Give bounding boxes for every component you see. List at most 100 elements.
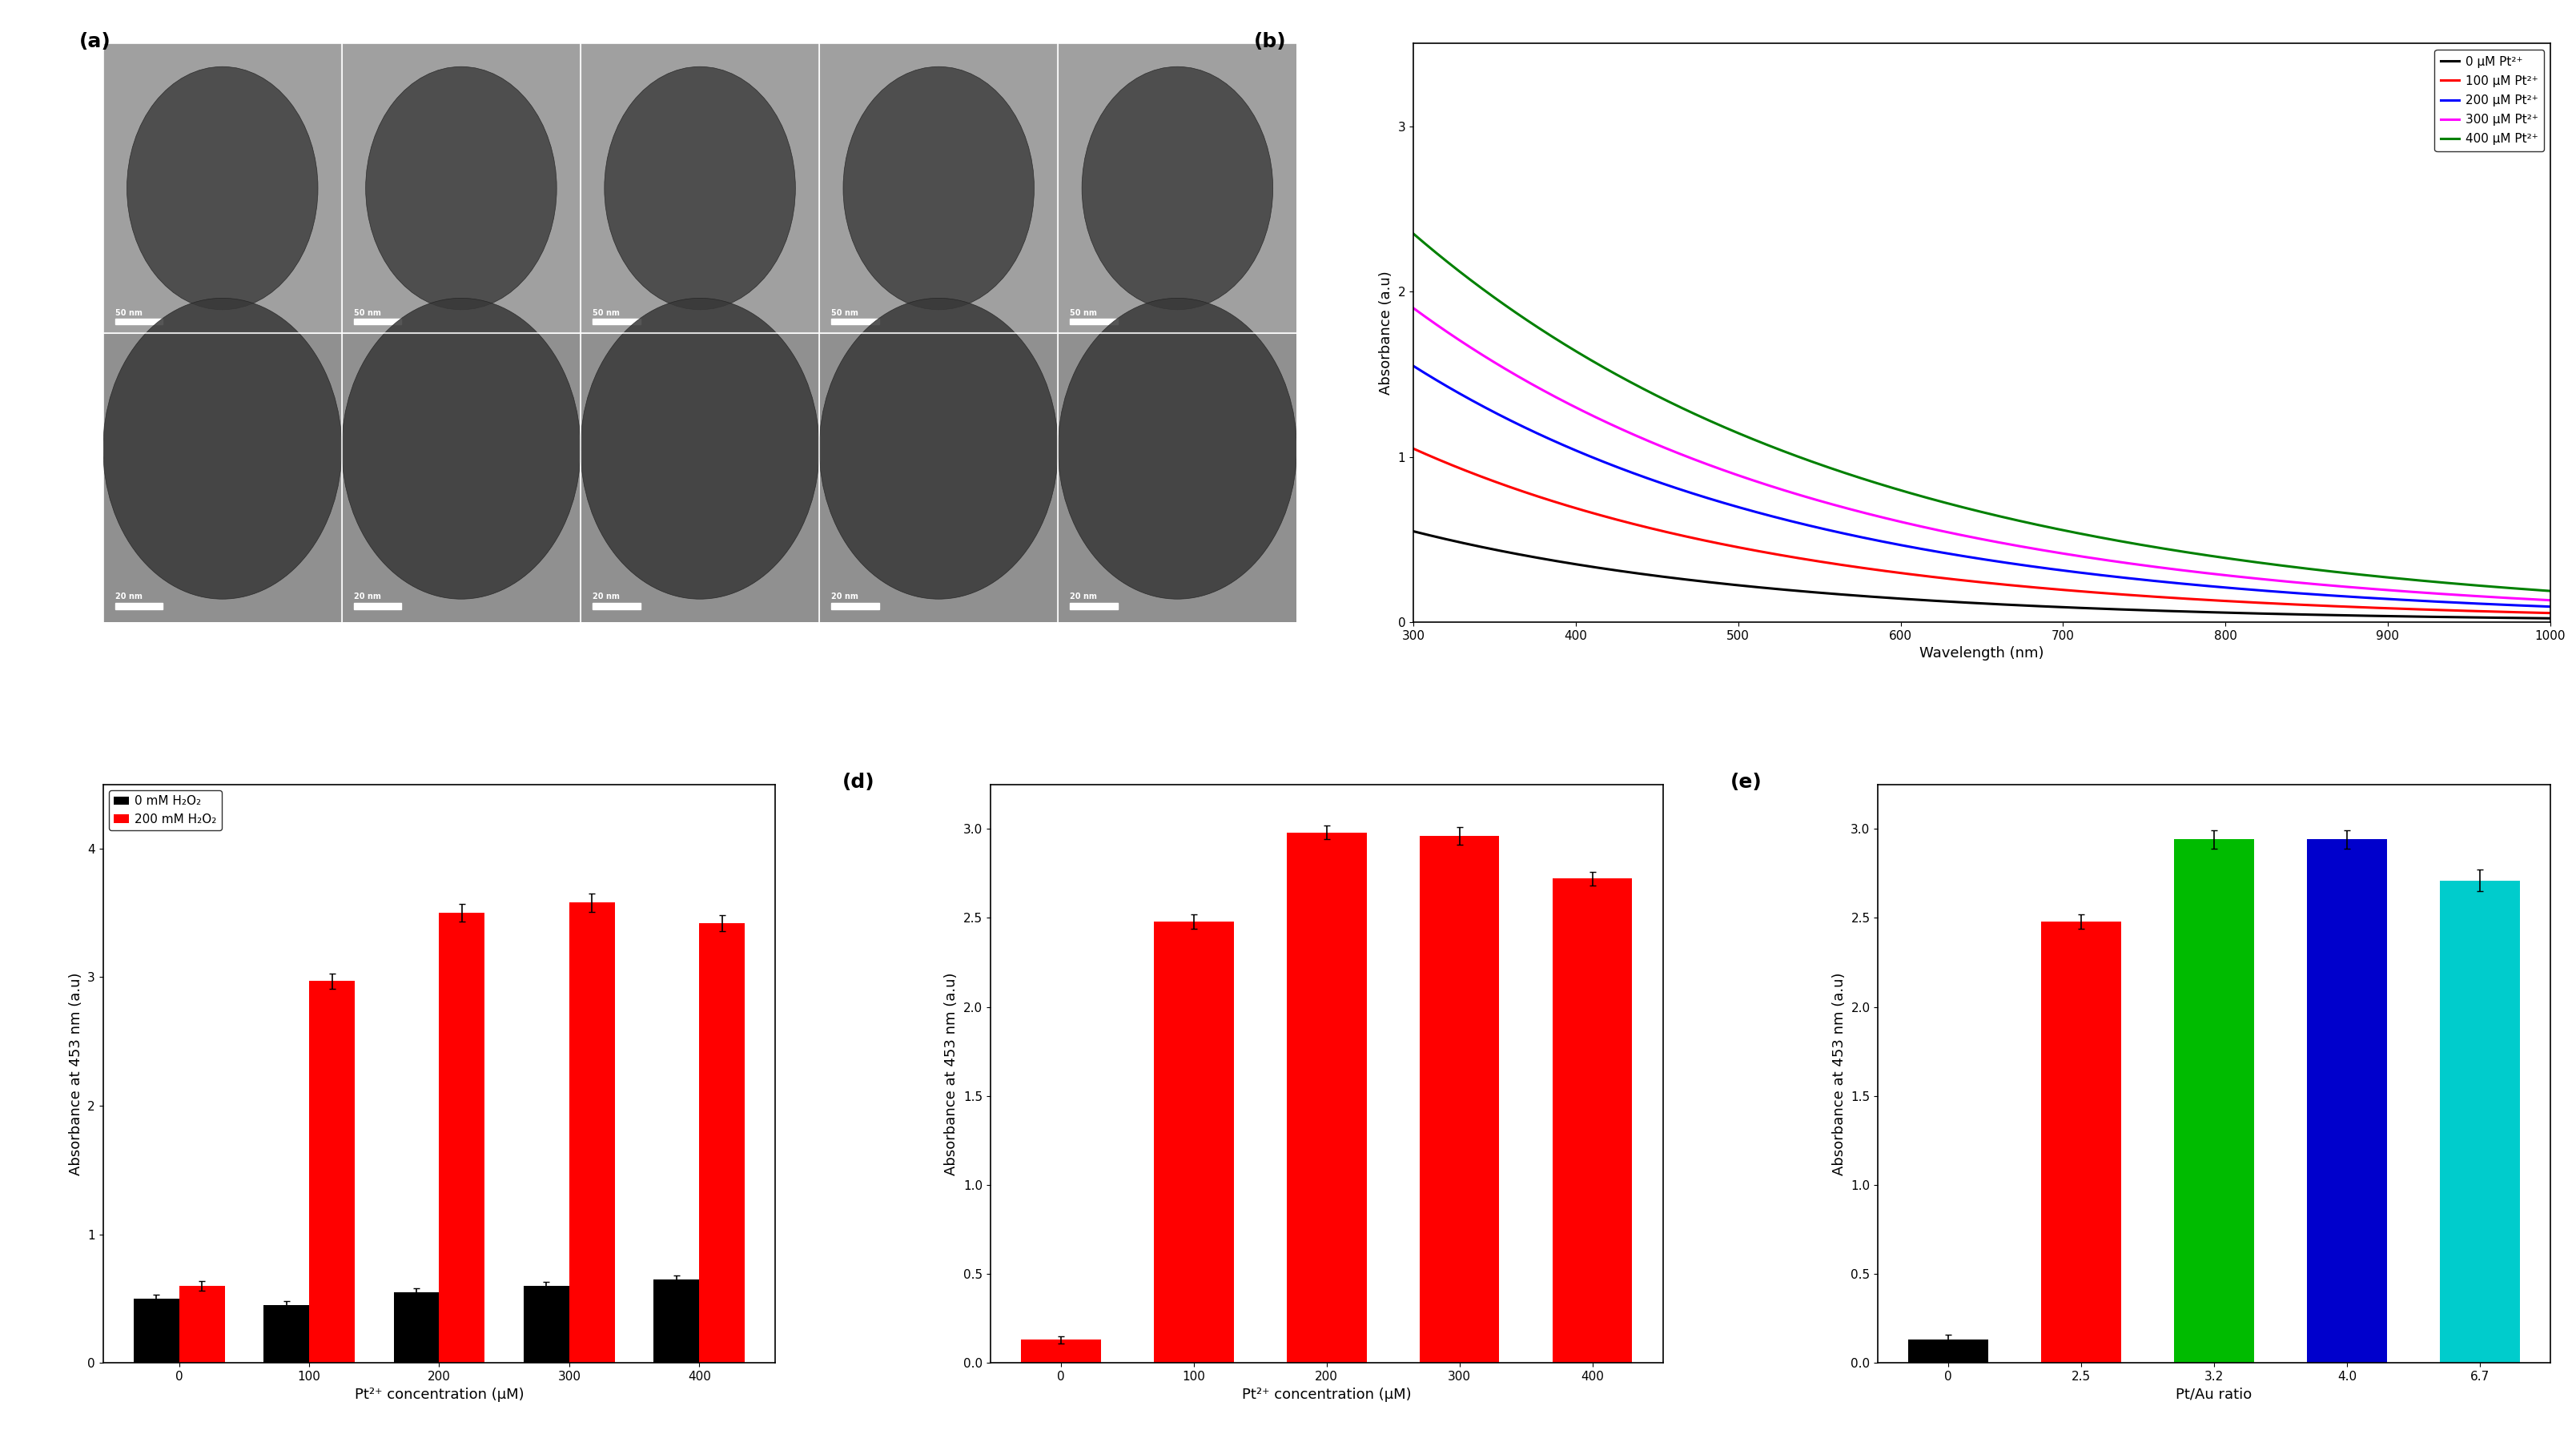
Bar bbox=[2308, 840, 2388, 1363]
0 μM Pt²⁺ bbox=[1718, 576, 1749, 593]
Legend: 0 μM Pt²⁺, 100 μM Pt²⁺, 200 μM Pt²⁺, 300 μM Pt²⁺, 400 μM Pt²⁺: 0 μM Pt²⁺, 100 μM Pt²⁺, 200 μM Pt²⁺, 300… bbox=[2434, 49, 2545, 151]
200 μM Pt²⁺ bbox=[1677, 484, 1708, 502]
Bar bbox=[394, 1292, 438, 1363]
Bar bbox=[698, 924, 744, 1363]
Bar bbox=[116, 319, 162, 325]
Bar bbox=[1154, 921, 1234, 1363]
Ellipse shape bbox=[605, 67, 796, 310]
Ellipse shape bbox=[842, 67, 1033, 310]
100 μM Pt²⁺ bbox=[2421, 602, 2452, 619]
Bar bbox=[569, 902, 616, 1363]
Legend: 0 mM H₂O₂, 200 mM H₂O₂: 0 mM H₂O₂, 200 mM H₂O₂ bbox=[108, 790, 222, 831]
Bar bbox=[1020, 1340, 1100, 1363]
FancyBboxPatch shape bbox=[343, 43, 580, 334]
Ellipse shape bbox=[103, 299, 343, 599]
0 μM Pt²⁺ bbox=[2535, 609, 2566, 626]
Bar bbox=[1909, 1340, 1989, 1363]
200 μM Pt²⁺ bbox=[1399, 357, 1430, 374]
FancyBboxPatch shape bbox=[1059, 334, 1296, 622]
100 μM Pt²⁺ bbox=[1399, 439, 1430, 457]
Ellipse shape bbox=[366, 67, 556, 310]
Ellipse shape bbox=[343, 299, 580, 599]
300 μM Pt²⁺ bbox=[1757, 478, 1788, 496]
Ellipse shape bbox=[1059, 299, 1296, 599]
Text: 50 nm: 50 nm bbox=[592, 309, 621, 318]
200 μM Pt²⁺ bbox=[1757, 507, 1788, 525]
Bar bbox=[134, 1299, 180, 1363]
400 μM Pt²⁺ bbox=[2535, 583, 2566, 600]
Bar bbox=[1419, 835, 1499, 1363]
Text: 20 nm: 20 nm bbox=[592, 593, 621, 600]
Bar bbox=[832, 603, 878, 609]
400 μM Pt²⁺ bbox=[1718, 422, 1749, 439]
Text: 50 nm: 50 nm bbox=[1069, 309, 1097, 318]
300 μM Pt²⁺ bbox=[2421, 584, 2452, 602]
300 μM Pt²⁺ bbox=[2282, 574, 2313, 592]
Text: 20 nm: 20 nm bbox=[832, 593, 858, 600]
X-axis label: Pt²⁺ concentration (μM): Pt²⁺ concentration (μM) bbox=[1242, 1388, 1412, 1402]
200 μM Pt²⁺ bbox=[2143, 573, 2174, 590]
0 μM Pt²⁺ bbox=[2421, 608, 2452, 625]
Y-axis label: Absorbance at 453 nm (a.u): Absorbance at 453 nm (a.u) bbox=[70, 972, 82, 1174]
Text: (a): (a) bbox=[80, 32, 111, 51]
400 μM Pt²⁺ bbox=[1677, 403, 1708, 420]
100 μM Pt²⁺ bbox=[1718, 538, 1749, 555]
Text: (b): (b) bbox=[1255, 32, 1285, 51]
Bar bbox=[353, 319, 402, 325]
Bar bbox=[832, 319, 878, 325]
Text: (d): (d) bbox=[842, 773, 876, 792]
Bar bbox=[1288, 832, 1365, 1363]
400 μM Pt²⁺ bbox=[1757, 438, 1788, 455]
Ellipse shape bbox=[1082, 67, 1273, 310]
Bar bbox=[438, 914, 484, 1363]
100 μM Pt²⁺ bbox=[2282, 596, 2313, 613]
Bar bbox=[180, 1286, 224, 1363]
0 μM Pt²⁺ bbox=[1677, 571, 1708, 589]
FancyBboxPatch shape bbox=[819, 43, 1059, 334]
Bar bbox=[523, 1286, 569, 1363]
Bar bbox=[263, 1305, 309, 1363]
0 μM Pt²⁺ bbox=[1399, 522, 1430, 539]
100 μM Pt²⁺ bbox=[2535, 605, 2566, 622]
Text: 50 nm: 50 nm bbox=[832, 309, 858, 318]
Ellipse shape bbox=[580, 299, 819, 599]
X-axis label: Pt²⁺ concentration (μM): Pt²⁺ concentration (μM) bbox=[355, 1388, 523, 1402]
Ellipse shape bbox=[819, 299, 1059, 599]
100 μM Pt²⁺ bbox=[2143, 589, 2174, 606]
FancyBboxPatch shape bbox=[103, 334, 343, 622]
FancyBboxPatch shape bbox=[343, 334, 580, 622]
FancyBboxPatch shape bbox=[580, 334, 819, 622]
Bar bbox=[1069, 603, 1118, 609]
Bar bbox=[654, 1279, 698, 1363]
400 μM Pt²⁺ bbox=[2282, 558, 2313, 576]
Bar bbox=[592, 603, 641, 609]
300 μM Pt²⁺ bbox=[1718, 465, 1749, 483]
Text: 50 nm: 50 nm bbox=[116, 309, 142, 318]
200 μM Pt²⁺ bbox=[2535, 597, 2566, 615]
Bar bbox=[2174, 840, 2254, 1363]
X-axis label: Wavelength (nm): Wavelength (nm) bbox=[1919, 647, 2043, 661]
Text: 20 nm: 20 nm bbox=[116, 593, 142, 600]
FancyBboxPatch shape bbox=[103, 43, 343, 334]
Text: 20 nm: 20 nm bbox=[353, 593, 381, 600]
Line: 300 μM Pt²⁺: 300 μM Pt²⁺ bbox=[1414, 307, 2550, 600]
Bar bbox=[592, 319, 641, 325]
Text: (e): (e) bbox=[1731, 773, 1762, 792]
0 μM Pt²⁺ bbox=[1757, 580, 1788, 597]
Line: 0 μM Pt²⁺: 0 μM Pt²⁺ bbox=[1414, 531, 2550, 618]
Bar bbox=[116, 603, 162, 609]
FancyBboxPatch shape bbox=[1059, 43, 1296, 334]
Y-axis label: Absorbance (a.u): Absorbance (a.u) bbox=[1378, 271, 1394, 394]
Bar bbox=[1553, 879, 1633, 1363]
Bar bbox=[2439, 880, 2519, 1363]
Ellipse shape bbox=[126, 67, 317, 310]
300 μM Pt²⁺ bbox=[1399, 299, 1430, 316]
400 μM Pt²⁺ bbox=[2421, 573, 2452, 590]
Line: 100 μM Pt²⁺: 100 μM Pt²⁺ bbox=[1414, 448, 2550, 613]
200 μM Pt²⁺ bbox=[2282, 584, 2313, 602]
0 μM Pt²⁺ bbox=[2282, 606, 2313, 623]
300 μM Pt²⁺ bbox=[1677, 449, 1708, 467]
400 μM Pt²⁺ bbox=[2143, 539, 2174, 557]
300 μM Pt²⁺ bbox=[2143, 558, 2174, 576]
Line: 200 μM Pt²⁺: 200 μM Pt²⁺ bbox=[1414, 365, 2550, 606]
